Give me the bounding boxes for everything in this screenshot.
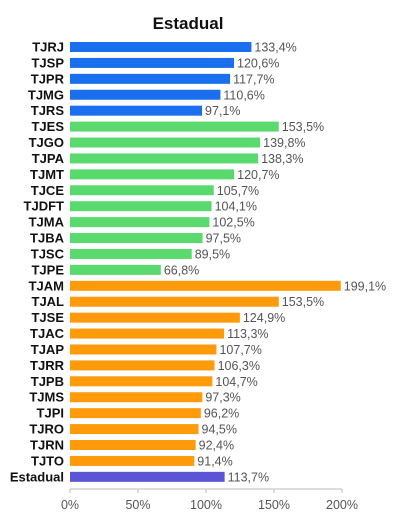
bar-tjba bbox=[70, 233, 203, 244]
bar-tjce bbox=[70, 185, 214, 196]
category-label-tjac: TJAC bbox=[30, 326, 65, 341]
value-label-tjro: 94,5% bbox=[202, 423, 237, 437]
value-label-estadual: 113,7% bbox=[228, 470, 269, 484]
value-label-tjam: 199,1% bbox=[344, 279, 386, 293]
x-tick-label: 0% bbox=[61, 498, 79, 512]
category-label-estadual: Estadual bbox=[10, 469, 64, 484]
value-label-tjes: 153,5% bbox=[282, 120, 324, 134]
value-label-tjrs: 97,1% bbox=[205, 104, 240, 118]
bar-tjgo bbox=[70, 137, 261, 148]
value-label-tjmg: 110,6% bbox=[223, 88, 264, 102]
value-label-tjpe: 66,8% bbox=[164, 263, 199, 277]
category-label-tjms: TJMS bbox=[29, 390, 64, 405]
category-label-tjma: TJMA bbox=[29, 215, 65, 230]
value-label-tjce: 105,7% bbox=[217, 184, 259, 198]
value-label-tjrr: 106,3% bbox=[218, 359, 260, 373]
x-tick-label: 200% bbox=[326, 498, 358, 512]
value-label-tjgo: 139,8% bbox=[263, 136, 305, 150]
category-label-tjrn: TJRN bbox=[30, 438, 64, 453]
category-label-tjam: TJAM bbox=[29, 278, 64, 293]
bar-tjrn bbox=[70, 440, 196, 450]
bar-tjsp bbox=[70, 57, 235, 68]
bar-tjto bbox=[70, 455, 195, 466]
category-label-tjrr: TJRR bbox=[30, 358, 65, 373]
category-label-tjap: TJAP bbox=[31, 342, 65, 357]
x-tick-label: 50% bbox=[125, 498, 150, 512]
value-label-tjpr: 117,7% bbox=[233, 72, 274, 86]
category-label-tjrs: TJRS bbox=[31, 103, 65, 118]
x-tick-label: 150% bbox=[258, 498, 290, 512]
category-label-tjba: TJBA bbox=[30, 231, 65, 246]
value-label-tjsc: 89,5% bbox=[195, 247, 230, 261]
category-label-tjsp: TJSP bbox=[31, 55, 64, 70]
bar-tjes bbox=[70, 121, 279, 132]
value-label-tjpa: 138,3% bbox=[261, 152, 303, 166]
category-label-tjpb: TJPB bbox=[31, 374, 64, 389]
category-label-tjmt: TJMT bbox=[30, 167, 64, 182]
bar-tjpr bbox=[70, 73, 231, 84]
value-label-tjdft: 104,1% bbox=[215, 200, 257, 214]
bar-tjrs bbox=[70, 105, 203, 116]
bar-tjap bbox=[70, 344, 217, 355]
bar-tjpe bbox=[70, 264, 161, 275]
category-label-tjto: TJTO bbox=[31, 453, 64, 468]
bar-tjmt bbox=[70, 169, 235, 180]
category-label-tjdft: TJDFT bbox=[24, 199, 65, 214]
bar-tjal bbox=[70, 296, 279, 307]
category-label-tjse: TJSE bbox=[31, 310, 64, 325]
category-label-tjsc: TJSC bbox=[31, 246, 65, 261]
bar-tjac bbox=[70, 328, 225, 339]
value-label-tjpi: 96,2% bbox=[204, 407, 239, 421]
category-label-tjpa: TJPA bbox=[32, 151, 65, 166]
value-label-tjma: 102,5% bbox=[212, 216, 254, 230]
category-label-tjpi: TJPI bbox=[37, 406, 64, 421]
value-label-tjrn: 92,4% bbox=[199, 439, 234, 453]
value-label-tjms: 97,3% bbox=[205, 391, 240, 405]
bar-tjse bbox=[70, 312, 240, 323]
bar-tjsc bbox=[70, 248, 192, 259]
bar-tjrr bbox=[70, 360, 215, 371]
category-label-tjgo: TJGO bbox=[29, 135, 64, 150]
category-label-tjce: TJCE bbox=[31, 183, 65, 198]
bar-tjms bbox=[70, 392, 203, 403]
bar-tjpb bbox=[70, 376, 213, 387]
value-label-tjpb: 104,7% bbox=[215, 375, 257, 389]
category-label-tjal: TJAL bbox=[32, 294, 65, 309]
bar-tjpi bbox=[70, 408, 201, 419]
bar-tjro bbox=[70, 424, 199, 435]
value-label-tjto: 91,4% bbox=[197, 454, 232, 468]
bar-tjrj bbox=[70, 42, 252, 52]
bar-tjmg bbox=[70, 89, 221, 100]
category-label-tjrj: TJRJ bbox=[32, 40, 64, 55]
bar-tjam bbox=[70, 280, 341, 291]
value-label-tjmt: 120,7% bbox=[237, 168, 279, 182]
value-label-tjba: 97,5% bbox=[206, 232, 241, 246]
category-label-tjmg: TJMG bbox=[28, 87, 64, 102]
category-label-tjpe: TJPE bbox=[31, 262, 64, 277]
bar-estadual bbox=[70, 471, 225, 482]
category-label-tjes: TJES bbox=[31, 119, 64, 134]
value-label-tjal: 153,5% bbox=[282, 295, 324, 309]
bar-tjma bbox=[70, 217, 210, 228]
bar-tjdft bbox=[70, 201, 212, 212]
value-label-tjap: 107,7% bbox=[219, 343, 261, 357]
category-label-tjro: TJRO bbox=[29, 422, 64, 437]
value-label-tjrj: 133,4% bbox=[254, 41, 296, 55]
value-label-tjsp: 120,6% bbox=[237, 56, 279, 70]
x-tick-label: 100% bbox=[190, 498, 222, 512]
value-label-tjac: 113,3% bbox=[227, 327, 268, 341]
chart-title: Estadual bbox=[152, 14, 224, 33]
value-label-tjse: 124,9% bbox=[243, 311, 285, 325]
category-label-tjpr: TJPR bbox=[31, 71, 65, 86]
bar-tjpa bbox=[70, 153, 259, 164]
